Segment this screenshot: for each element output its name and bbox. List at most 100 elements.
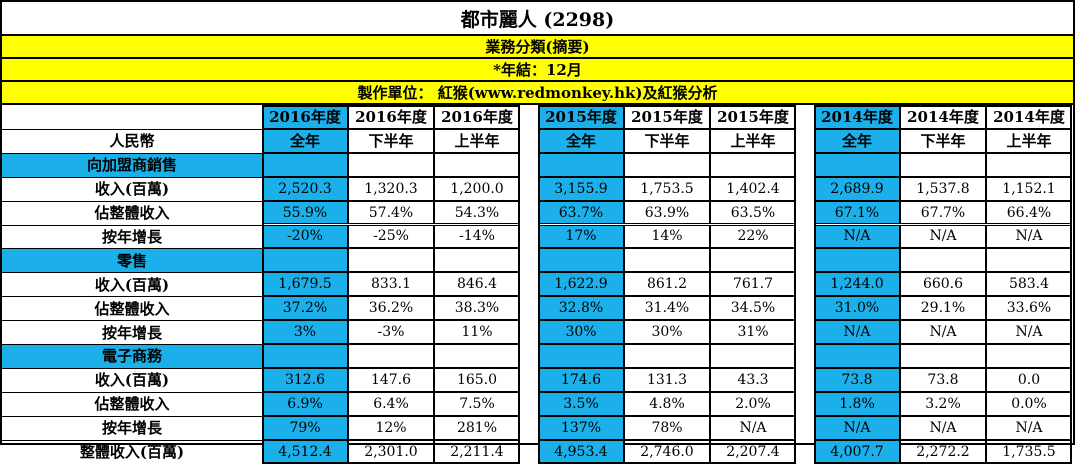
row-label: 按年增長 — [101, 227, 162, 246]
row-divider — [2, 344, 262, 345]
data-cell: 2,520.3 — [262, 176, 348, 201]
data-cell: 31.0% — [814, 296, 900, 321]
data-cell: 32.8% — [538, 296, 624, 321]
data-cell: 1,244.0 — [814, 272, 900, 297]
data-cell: 4.8% — [624, 391, 710, 416]
data-cell: 147.6 — [348, 367, 434, 392]
data-grid: 2016年度 2016年度 2016年度 2015年度 2015年度 2015年度 2014… — [2, 105, 1073, 464]
row-label: 佔整體收入 — [94, 204, 170, 223]
row-label: 佔整體收入 — [94, 299, 170, 318]
data-cell: 36.2% — [348, 296, 434, 321]
year-header: 2016年度 — [434, 105, 520, 129]
data-cell: 12% — [348, 415, 434, 440]
data-cell: 54.3% — [434, 200, 520, 225]
empty-cell — [538, 152, 624, 177]
data-cell: 6.4% — [348, 391, 434, 416]
data-cell: -14% — [434, 224, 520, 249]
data-cell: N/A — [710, 415, 796, 440]
data-cell: N/A — [986, 415, 1072, 440]
row-label: 收入(百萬) — [94, 371, 170, 390]
data-cell: 33.6% — [986, 296, 1072, 321]
data-cell: 2,689.9 — [814, 176, 900, 201]
total-cell: 4,512.4 — [262, 439, 348, 464]
data-cell: -20% — [262, 224, 348, 249]
total-cell: 2,746.0 — [624, 439, 710, 464]
data-cell: -25% — [348, 224, 434, 249]
data-cell: 31.4% — [624, 296, 710, 321]
data-cell: 3.5% — [538, 391, 624, 416]
data-cell: 312.6 — [262, 367, 348, 392]
row-divider — [2, 152, 262, 154]
data-cell: 0.0 — [986, 367, 1072, 392]
data-cell: 1,402.4 — [710, 176, 796, 201]
data-cell: N/A — [986, 224, 1072, 249]
total-label: 整體收入(百萬) — [79, 443, 185, 462]
year-header: 2015年度 — [538, 105, 624, 129]
data-cell: 1,622.9 — [538, 272, 624, 297]
period-header: 全年 — [262, 128, 348, 153]
data-cell: 17% — [538, 224, 624, 249]
data-cell: N/A — [900, 224, 986, 249]
period-header: 下半年 — [624, 128, 710, 153]
data-cell: 1.8% — [814, 391, 900, 416]
credit-line: 製作單位： 紅猴(www.redmonkey.hk)及紅猴分析 — [2, 82, 1073, 105]
data-cell: 3% — [262, 320, 348, 344]
period-header: 上半年 — [710, 128, 796, 153]
empty-cell — [710, 152, 796, 177]
row-divider — [2, 248, 262, 250]
total-cell: 2,207.4 — [710, 439, 796, 464]
empty-cell — [900, 152, 986, 177]
data-cell: 3.2% — [900, 391, 986, 416]
empty-cell — [262, 152, 348, 177]
empty-cell — [624, 344, 710, 368]
row-divider — [2, 320, 262, 322]
data-cell: 583.4 — [986, 272, 1072, 297]
section-header: 電子商務 — [2, 344, 262, 368]
period-header: 上半年 — [986, 128, 1072, 153]
row-divider — [2, 200, 262, 202]
total-cell: 2,301.0 — [348, 439, 434, 464]
year-header: 2016年度 — [262, 105, 348, 129]
row-label: 收入(百萬) — [94, 275, 170, 294]
data-cell: 73.8 — [900, 367, 986, 392]
year-end-note: *年結：12月 — [2, 59, 1073, 82]
empty-cell — [814, 152, 900, 177]
data-cell: -3% — [348, 320, 434, 344]
year-header: 2014年度 — [900, 105, 986, 129]
row-divider — [2, 367, 262, 369]
empty-cell — [262, 248, 348, 273]
data-cell: 55.9% — [262, 200, 348, 225]
data-cell: 281% — [434, 415, 520, 440]
data-cell: 861.2 — [624, 272, 710, 297]
data-cell: 14% — [624, 224, 710, 249]
data-cell: 38.3% — [434, 296, 520, 321]
data-cell: 6.9% — [262, 391, 348, 416]
row-label: 按年增長 — [101, 323, 162, 342]
row-divider — [2, 296, 262, 298]
empty-cell — [538, 248, 624, 273]
period-header: 下半年 — [900, 128, 986, 153]
data-cell: N/A — [900, 320, 986, 344]
year-header: 2014年度 — [986, 105, 1072, 129]
empty-cell — [348, 248, 434, 273]
empty-cell — [814, 248, 900, 273]
data-cell: 66.4% — [986, 200, 1072, 225]
data-cell: 57.4% — [348, 200, 434, 225]
data-cell: 22% — [710, 224, 796, 249]
data-cell: 73.8 — [814, 367, 900, 392]
data-cell: 1,320.3 — [348, 176, 434, 201]
data-cell: 67.1% — [814, 200, 900, 225]
period-header: 下半年 — [348, 128, 434, 153]
row-divider — [2, 439, 262, 441]
data-cell: 34.5% — [710, 296, 796, 321]
empty-cell — [986, 248, 1072, 273]
data-cell: 761.7 — [710, 272, 796, 297]
period-header: 全年 — [814, 128, 900, 153]
row-label: 按年增長 — [101, 419, 162, 438]
data-cell: 1,753.5 — [624, 176, 710, 201]
row-divider — [2, 224, 262, 226]
row-divider — [2, 391, 262, 393]
data-cell: 137% — [538, 415, 624, 440]
empty-cell — [900, 344, 986, 368]
empty-cell — [814, 344, 900, 368]
